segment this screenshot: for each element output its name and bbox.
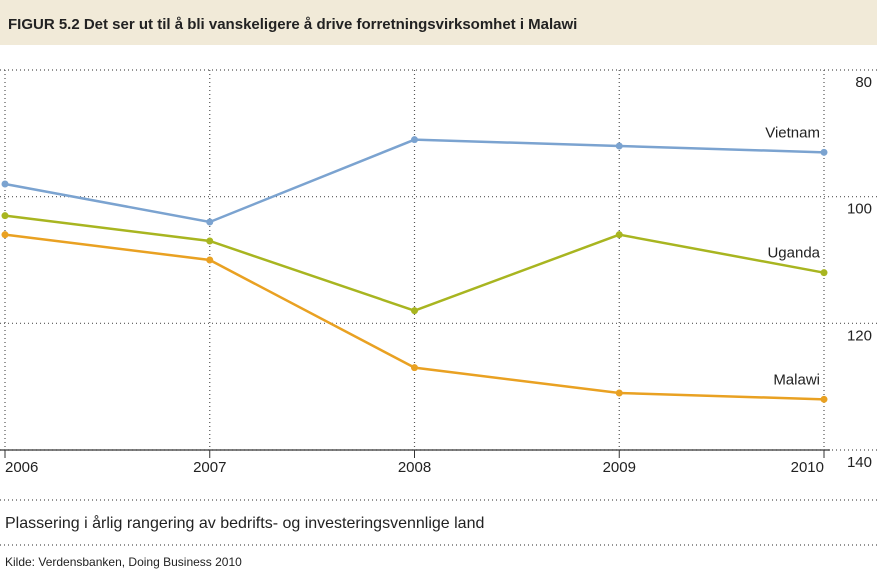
series-label: Uganda — [767, 245, 820, 262]
data-point — [1, 180, 9, 188]
data-point — [206, 218, 214, 226]
data-point — [820, 395, 828, 403]
y-tick-label: 100 — [847, 201, 872, 218]
data-point — [1, 231, 9, 239]
data-point — [411, 364, 418, 372]
title-bar — [0, 0, 877, 45]
data-point — [615, 231, 623, 239]
y-tick-label: 140 — [847, 454, 872, 471]
data-point — [411, 307, 418, 315]
x-tick-label: 2009 — [603, 459, 636, 476]
series-line — [4, 214, 825, 312]
y-tick-label: 80 — [855, 74, 872, 91]
data-point — [615, 389, 623, 397]
data-point — [820, 269, 828, 277]
data-point — [615, 142, 623, 150]
series-label: Malawi — [773, 371, 820, 388]
y-tick-label: 120 — [847, 327, 872, 344]
chart-title: FIGUR 5.2 Det ser ut til å bli vanskelig… — [8, 16, 577, 33]
data-point — [820, 148, 828, 156]
series-line — [4, 138, 825, 224]
data-point — [1, 212, 9, 220]
x-tick-label: 2007 — [193, 459, 226, 476]
data-point — [206, 256, 214, 264]
x-tick-label: 2010 — [791, 459, 824, 476]
x-axis-label: Plassering i årlig rangering av bedrifts… — [5, 514, 484, 532]
x-tick-label: 2008 — [398, 459, 431, 476]
data-point — [206, 237, 214, 245]
series-label: Vietnam — [765, 124, 820, 141]
source: Kilde: Verdensbanken, Doing Business 201… — [5, 555, 242, 569]
data-point — [411, 136, 418, 144]
x-tick-label: 2006 — [5, 459, 38, 476]
